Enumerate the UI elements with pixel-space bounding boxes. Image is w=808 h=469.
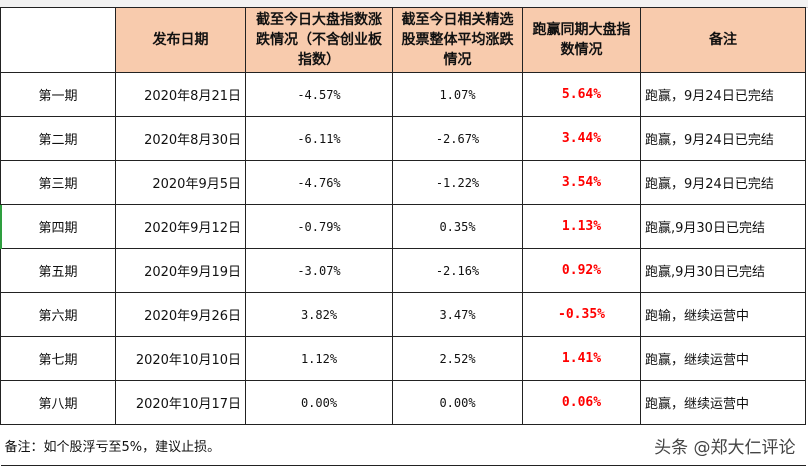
- footer-row: 备注：如个股浮亏至5%，建议止损。 头条 @郑大仁评论: [0, 424, 806, 466]
- header-cell[interactable]: [0, 7, 116, 73]
- table-row: 第六期 2020年9月26日 3.82% 3.47% -0.35% 跑输，继续运营中: [0, 292, 806, 337]
- footer-note: 备注：如个股浮亏至5%，建议止损。: [4, 439, 221, 455]
- table-cell[interactable]: 0.06%: [522, 380, 641, 425]
- table-cell[interactable]: 3.54%: [522, 160, 641, 205]
- table-cell[interactable]: 0.00%: [245, 380, 393, 425]
- table-cell[interactable]: 0.92%: [522, 248, 641, 293]
- table-cell[interactable]: -1.22%: [392, 160, 523, 205]
- table-cell[interactable]: 2.52%: [392, 336, 523, 381]
- header-row: 发布日期 截至今日大盘指数涨跌情况（不含创业板指数） 截至今日相关精选股票整体平…: [0, 7, 806, 73]
- results-table: 发布日期 截至今日大盘指数涨跌情况（不含创业板指数） 截至今日相关精选股票整体平…: [0, 7, 806, 466]
- table-cell[interactable]: 2020年10月10日: [115, 336, 246, 381]
- table-cell[interactable]: 2020年9月12日: [115, 204, 246, 249]
- table-row: 第一期 2020年8月21日 -4.57% 1.07% 5.64% 跑赢，9月24日已完结: [0, 72, 806, 117]
- table-cell[interactable]: 跑赢,9月30日已完结: [640, 248, 806, 293]
- table-cell[interactable]: 3.47%: [392, 292, 523, 337]
- table-cell[interactable]: -4.57%: [245, 72, 393, 117]
- table-cell[interactable]: 跑赢,9月30日已完结: [640, 204, 806, 249]
- table-row: 第八期 2020年10月17日 0.00% 0.00% 0.06% 跑赢，继续运营中: [0, 380, 806, 425]
- table-cell[interactable]: -2.16%: [392, 248, 523, 293]
- table-cell[interactable]: 2020年10月17日: [115, 380, 246, 425]
- table-cell[interactable]: 第一期: [0, 72, 116, 117]
- table-cell[interactable]: -0.79%: [245, 204, 393, 249]
- table-cell[interactable]: 2020年8月21日: [115, 72, 246, 117]
- table-cell[interactable]: 跑赢，继续运营中: [640, 336, 806, 381]
- watermark: 头条 @郑大仁评论: [654, 438, 796, 458]
- header-cell[interactable]: 跑赢同期大盘指数情况: [522, 7, 641, 73]
- table-row: 第三期 2020年9月5日 -4.76% -1.22% 3.54% 跑赢，9月24日已完结: [0, 160, 806, 205]
- table-row: 第四期 2020年9月12日 -0.79% 0.35% 1.13% 跑赢,9月30日已完结: [0, 204, 806, 249]
- header-cell[interactable]: 备注: [640, 7, 806, 73]
- table-cell[interactable]: 1.41%: [522, 336, 641, 381]
- row-marker: [0, 205, 2, 249]
- table-cell[interactable]: 跑赢，9月24日已完结: [640, 116, 806, 161]
- table-cell[interactable]: 第二期: [0, 116, 116, 161]
- table-cell[interactable]: 3.44%: [522, 116, 641, 161]
- table-cell[interactable]: -3.07%: [245, 248, 393, 293]
- table-cell[interactable]: 1.12%: [245, 336, 393, 381]
- table-cell[interactable]: 第八期: [0, 380, 116, 425]
- table-cell[interactable]: 2020年9月19日: [115, 248, 246, 293]
- table-cell[interactable]: -4.76%: [245, 160, 393, 205]
- table-cell[interactable]: 2020年9月26日: [115, 292, 246, 337]
- table-cell[interactable]: 第三期: [0, 160, 116, 205]
- table-cell[interactable]: 跑赢，继续运营中: [640, 380, 806, 425]
- table-cell[interactable]: -0.35%: [522, 292, 641, 337]
- header-cell[interactable]: 截至今日大盘指数涨跌情况（不含创业板指数）: [245, 7, 393, 73]
- table-cell[interactable]: 5.64%: [522, 72, 641, 117]
- table-cell[interactable]: 跑输，继续运营中: [640, 292, 806, 337]
- header-cell[interactable]: 发布日期: [115, 7, 246, 73]
- table-cell[interactable]: 0.35%: [392, 204, 523, 249]
- table-cell[interactable]: -2.67%: [392, 116, 523, 161]
- table-cell[interactable]: 第四期: [0, 204, 116, 249]
- table-cell[interactable]: 2020年9月5日: [115, 160, 246, 205]
- table-cell[interactable]: -6.11%: [245, 116, 393, 161]
- footer-note-cell[interactable]: 备注：如个股浮亏至5%，建议止损。 头条 @郑大仁评论: [0, 424, 806, 466]
- table-row: 第五期 2020年9月19日 -3.07% -2.16% 0.92% 跑赢,9月30日已完…: [0, 248, 806, 293]
- table-cell[interactable]: 0.00%: [392, 380, 523, 425]
- table-cell[interactable]: 1.13%: [522, 204, 641, 249]
- table-cell[interactable]: 第六期: [0, 292, 116, 337]
- table-cell[interactable]: 跑赢，9月24日已完结: [640, 160, 806, 205]
- table-cell[interactable]: 2020年8月30日: [115, 116, 246, 161]
- table-cell[interactable]: 第七期: [0, 336, 116, 381]
- table-row: 第二期 2020年8月30日 -6.11% -2.67% 3.44% 跑赢，9月24日已完…: [0, 116, 806, 161]
- table-cell[interactable]: 3.82%: [245, 292, 393, 337]
- header-cell[interactable]: 截至今日相关精选股票整体平均涨跌情况: [392, 7, 523, 73]
- table-row: 第七期 2020年10月10日 1.12% 2.52% 1.41% 跑赢，继续运营中: [0, 336, 806, 381]
- table-cell[interactable]: 1.07%: [392, 72, 523, 117]
- table-cell[interactable]: 跑赢，9月24日已完结: [640, 72, 806, 117]
- table-cell[interactable]: 第五期: [0, 248, 116, 293]
